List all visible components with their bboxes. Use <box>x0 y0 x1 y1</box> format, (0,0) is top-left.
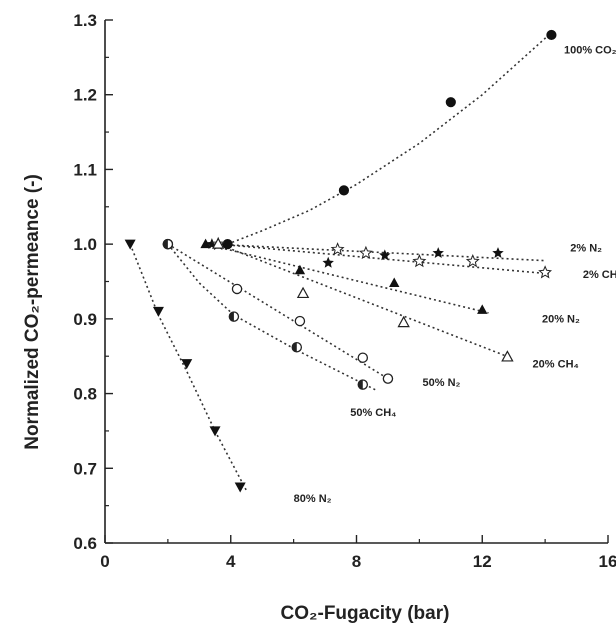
data-point <box>538 265 553 279</box>
data-point <box>379 249 391 261</box>
data-markers <box>124 29 557 493</box>
series-2pct-ch4 <box>211 236 553 279</box>
data-point <box>382 373 394 384</box>
fit-line-50pct-n2 <box>167 243 389 380</box>
data-point <box>397 315 410 328</box>
x-tick-label: 16 <box>599 552 616 571</box>
half-circle-fill <box>292 342 297 352</box>
y-tick-label: 0.7 <box>73 459 97 478</box>
data-point <box>412 254 427 268</box>
data-point <box>357 352 369 363</box>
data-point <box>162 238 174 250</box>
data-point <box>357 379 369 390</box>
fit-line-20pct-ch4 <box>217 243 511 359</box>
data-point <box>322 256 334 268</box>
series-label-20pct-n2: 20% N₂ <box>542 314 580 326</box>
data-point <box>222 239 233 250</box>
fit-lines <box>129 32 552 492</box>
data-point <box>200 238 211 249</box>
series-20pct-n2 <box>200 238 488 314</box>
data-point <box>389 277 400 287</box>
series-label-2pct-n2: 2% N₂ <box>570 243 602 255</box>
x-axis-title: CO₂-Fugacity (bar) <box>281 603 450 624</box>
data-point <box>181 359 193 370</box>
x-tick-label: 8 <box>352 552 361 571</box>
series-50pct-n2 <box>162 238 394 384</box>
data-point <box>228 311 240 322</box>
y-tick-label: 0.9 <box>73 310 97 329</box>
series-80pct-n2 <box>124 239 246 493</box>
x-tick-label: 12 <box>473 552 492 571</box>
data-point <box>291 341 303 353</box>
data-point <box>445 97 456 108</box>
y-tick-label: 1.0 <box>73 235 97 254</box>
data-point <box>501 350 514 362</box>
data-point <box>211 237 225 249</box>
data-point <box>465 254 480 268</box>
y-tick-label: 1.2 <box>73 86 97 105</box>
series-label-100pct-co2: 100% CO₂ <box>564 45 616 57</box>
data-point <box>152 306 164 317</box>
fit-line-50pct-ch4 <box>167 243 376 391</box>
data-point <box>546 29 557 41</box>
data-point <box>432 247 444 258</box>
series-50pct-ch4 <box>162 238 369 390</box>
series-label-50pct-ch4: 50% CH₄ <box>350 407 396 419</box>
data-point <box>492 247 504 258</box>
fit-line-80pct-n2 <box>129 243 248 492</box>
y-tick-label: 1.1 <box>73 160 97 179</box>
data-point <box>477 304 488 314</box>
data-point <box>294 315 306 327</box>
series-label-20pct-ch4: 20% CH₄ <box>533 358 579 370</box>
series-100pct-co2 <box>162 29 557 250</box>
axis-ticks: 0 4 8 12 16 0.6 0.7 0.8 0.9 1.0 1.1 1.2 1.3 <box>73 11 616 571</box>
series-20pct-ch4 <box>211 237 514 362</box>
fit-line-2pct-ch4 <box>218 243 552 275</box>
y-tick-label: 1.3 <box>73 11 97 30</box>
half-circle-fill <box>163 239 168 249</box>
y-tick-label: 0.6 <box>73 534 97 553</box>
data-point <box>231 283 243 295</box>
fit-line-2pct-n2 <box>211 243 546 262</box>
y-tick-label: 0.8 <box>73 385 97 404</box>
data-point <box>338 185 350 196</box>
data-point <box>294 264 306 275</box>
data-point <box>124 239 136 250</box>
series-label-50pct-n2: 50% N₂ <box>423 377 461 389</box>
fit-line-20pct-n2 <box>205 243 489 314</box>
data-point <box>296 286 310 299</box>
fit-line-100pct-co2 <box>227 32 552 245</box>
x-tick-label: 4 <box>226 552 236 571</box>
series-label-2pct-ch4: 2% CH₄ <box>583 269 616 281</box>
data-point <box>358 245 373 260</box>
half-circle-fill <box>358 380 363 390</box>
series-2pct-n2 <box>206 238 504 268</box>
x-tick-label: 0 <box>100 552 109 571</box>
y-axis-title: Normalized CO₂-permeance (-) <box>22 174 43 450</box>
series-labels: 100% CO₂ 2% N₂ 2% CH₄ 20% N₂ 20% CH₄ 50% N₂ 50… <box>294 45 616 505</box>
series-label-80pct-n2: 80% N₂ <box>294 493 332 505</box>
data-point <box>234 482 246 493</box>
half-circle-fill <box>229 312 234 322</box>
data-point <box>330 242 345 256</box>
data-point <box>209 426 221 437</box>
